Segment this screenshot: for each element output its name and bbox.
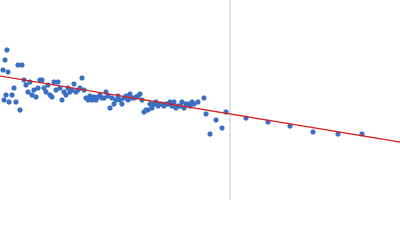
data-point [219, 125, 225, 131]
data-point [35, 85, 41, 91]
data-point [9, 92, 15, 98]
data-point [119, 101, 125, 107]
data-point [29, 92, 35, 98]
data-point [59, 97, 65, 103]
data-point [79, 75, 85, 81]
data-point [109, 95, 115, 101]
data-point [127, 91, 133, 97]
data-point [207, 131, 213, 137]
data-point [125, 97, 131, 103]
data-point [49, 94, 55, 100]
data-point [117, 97, 123, 103]
data-point [15, 62, 21, 68]
data-point [111, 101, 117, 107]
data-point [53, 87, 59, 93]
data-point [17, 107, 23, 113]
data-point [335, 131, 341, 137]
data-point [105, 93, 111, 99]
data-point [43, 89, 49, 95]
data-point [23, 82, 29, 88]
data-point [25, 89, 31, 95]
data-point [11, 85, 17, 91]
data-point [179, 99, 185, 105]
data-point [13, 99, 19, 105]
data-point [137, 91, 143, 97]
data-point [113, 97, 119, 103]
data-point [63, 92, 69, 98]
data-point [149, 105, 155, 111]
data-point [87, 93, 93, 99]
data-point [31, 87, 37, 93]
data-point [101, 95, 107, 101]
data-point [3, 92, 9, 98]
data-point [191, 101, 197, 107]
data-point [107, 105, 113, 111]
data-point [171, 99, 177, 105]
data-point [1, 97, 7, 103]
data-point [71, 81, 77, 87]
data-point [85, 97, 91, 103]
fit-line [0, 75, 400, 143]
data-point [201, 95, 207, 101]
data-point [0, 67, 6, 73]
data-point [39, 77, 45, 83]
chart [0, 0, 400, 200]
data-point [51, 79, 57, 85]
data-point [310, 129, 316, 135]
data-point [213, 117, 219, 123]
data-point [195, 99, 201, 105]
data-point [6, 99, 12, 105]
data-point [203, 111, 209, 117]
data-point [41, 85, 47, 91]
data-point [5, 69, 11, 75]
data-point [33, 94, 39, 100]
data-point [19, 62, 25, 68]
data-point [145, 107, 151, 113]
data-point [2, 57, 8, 63]
data-point [147, 101, 153, 107]
data-point [55, 79, 61, 85]
data-point [4, 47, 10, 53]
